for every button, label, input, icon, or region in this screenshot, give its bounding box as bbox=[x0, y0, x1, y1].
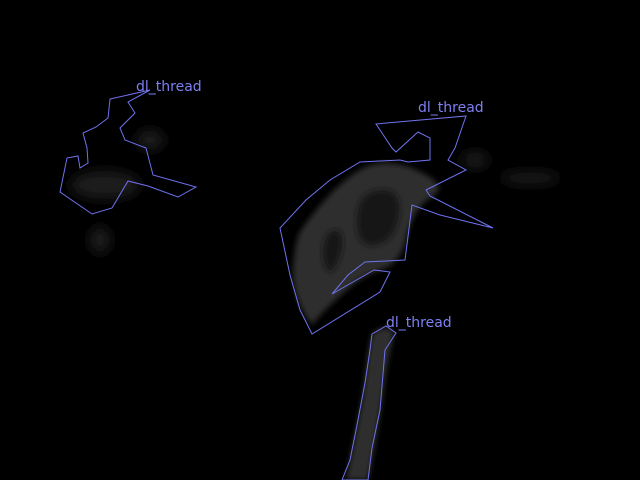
region-2-core bbox=[356, 190, 400, 246]
detection-region-2: dl_thread bbox=[279, 100, 494, 335]
detection-region-3: dl_thread bbox=[341, 315, 452, 480]
ambient-haze bbox=[70, 130, 560, 254]
region-2-label: dl_thread bbox=[418, 100, 484, 116]
region-3-label: dl_thread bbox=[386, 315, 452, 331]
region-2-gap bbox=[323, 230, 343, 272]
region-1-label: dl_thread bbox=[136, 79, 202, 95]
region-3-mask bbox=[346, 328, 394, 480]
region-2-mask bbox=[292, 163, 439, 325]
detection-region-1: dl_thread bbox=[59, 79, 202, 215]
region-2-outline bbox=[279, 115, 494, 335]
region-3-outline bbox=[341, 325, 397, 480]
region-1-outline bbox=[59, 89, 198, 215]
